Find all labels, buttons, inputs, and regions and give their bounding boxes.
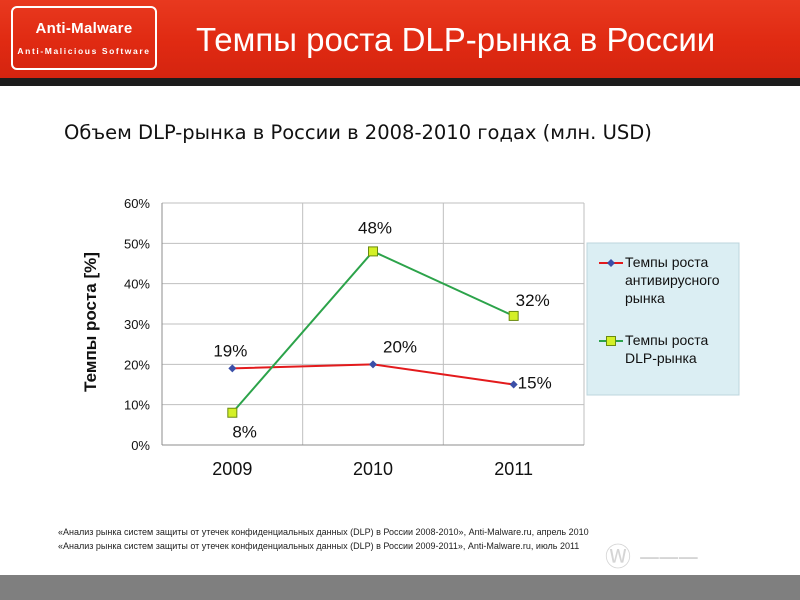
header-divider [0, 78, 800, 86]
y-tick-label: 0% [131, 438, 150, 453]
x-tick-label: 2010 [353, 459, 393, 479]
x-tick-label: 2011 [494, 459, 533, 479]
legend-label: Темпы роста [625, 254, 709, 270]
legend-label: рынка [625, 290, 665, 306]
watermark-logo: Ⓦ ─── [605, 542, 699, 572]
legend-label: Темпы роста [625, 332, 709, 348]
x-tick-label: 2009 [212, 459, 252, 479]
data-point-marker [509, 380, 518, 389]
slide-title: Темпы роста DLP-рынка в России [196, 21, 716, 58]
data-point-marker [228, 364, 237, 373]
chart-subtitle: Объем DLP-рынка в России в 2008-2010 год… [64, 121, 652, 144]
data-point-marker [369, 360, 377, 369]
y-tick-label: 30% [124, 317, 150, 332]
data-label: 20% [383, 337, 417, 356]
y-tick-label: 40% [124, 277, 150, 292]
data-point-marker [508, 310, 519, 321]
anti-malware-logo[interactable]: Anti-Malware Anti-Malicious Software [11, 6, 157, 70]
legend-marker [607, 259, 615, 267]
data-label: 8% [232, 423, 257, 442]
footnote-1: «Анализ рынка систем защиты от утечек ко… [58, 527, 589, 537]
logo-main-text: Anti-Malware [35, 20, 133, 37]
logo-sub-text: Anti-Malicious Software [17, 46, 151, 56]
footnote-2: «Анализ рынка систем защиты от утечек ко… [58, 541, 580, 551]
legend-marker [606, 336, 616, 346]
legend-label: антивирусного [625, 272, 720, 288]
y-tick-label: 20% [124, 357, 150, 372]
y-tick-label: 60% [124, 196, 150, 211]
legend-label: DLP-рынка [625, 350, 697, 366]
bottom-bar [0, 575, 800, 600]
header-bar [0, 0, 800, 78]
data-point-marker [368, 246, 378, 257]
y-tick-label: 50% [124, 236, 150, 251]
data-label: 32% [516, 291, 550, 310]
data-label: 15% [518, 374, 552, 393]
y-tick-label: 10% [124, 398, 150, 413]
y-axis-title: Темпы роста [%] [81, 252, 100, 392]
data-label: 19% [213, 341, 247, 360]
growth-line-chart: 0% 10% 20% 30% 40% 50% 60% 2009 2010 2011 Темпы ро… [81, 196, 740, 479]
footnotes: «Анализ рынка систем защиты от утечек ко… [58, 525, 778, 553]
series-line [231, 250, 515, 414]
data-label: 48% [358, 218, 392, 237]
data-point-marker [227, 407, 238, 418]
legend-box [586, 242, 740, 396]
